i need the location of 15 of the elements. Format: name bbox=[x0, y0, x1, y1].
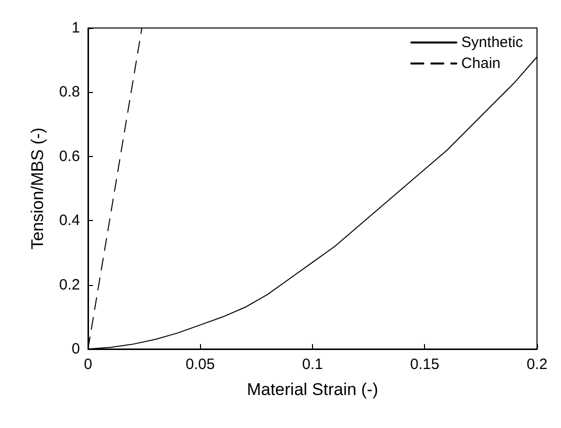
x-axis-title: Material Strain (-) bbox=[246, 380, 378, 399]
legend-label: Synthetic bbox=[461, 34, 524, 51]
x-tick-label: 0.05 bbox=[186, 356, 215, 373]
y-tick-label: 1 bbox=[72, 20, 80, 36]
x-tick-label: 0.2 bbox=[526, 356, 548, 373]
y-tick-label: 0.6 bbox=[59, 148, 80, 165]
legend-label: Chain bbox=[461, 55, 501, 72]
x-tick-label: 0.1 bbox=[302, 356, 323, 373]
x-tick-label: 0 bbox=[84, 356, 92, 373]
y-axis-title: Tension/MBS (-) bbox=[28, 128, 47, 250]
y-tick-label: 0.4 bbox=[59, 212, 80, 230]
y-tick-label: 0.8 bbox=[59, 84, 80, 101]
y-tick-label: 0 bbox=[72, 340, 80, 358]
x-tick-label: 0.15 bbox=[410, 356, 440, 373]
y-tick-label: 0.2 bbox=[59, 276, 80, 294]
